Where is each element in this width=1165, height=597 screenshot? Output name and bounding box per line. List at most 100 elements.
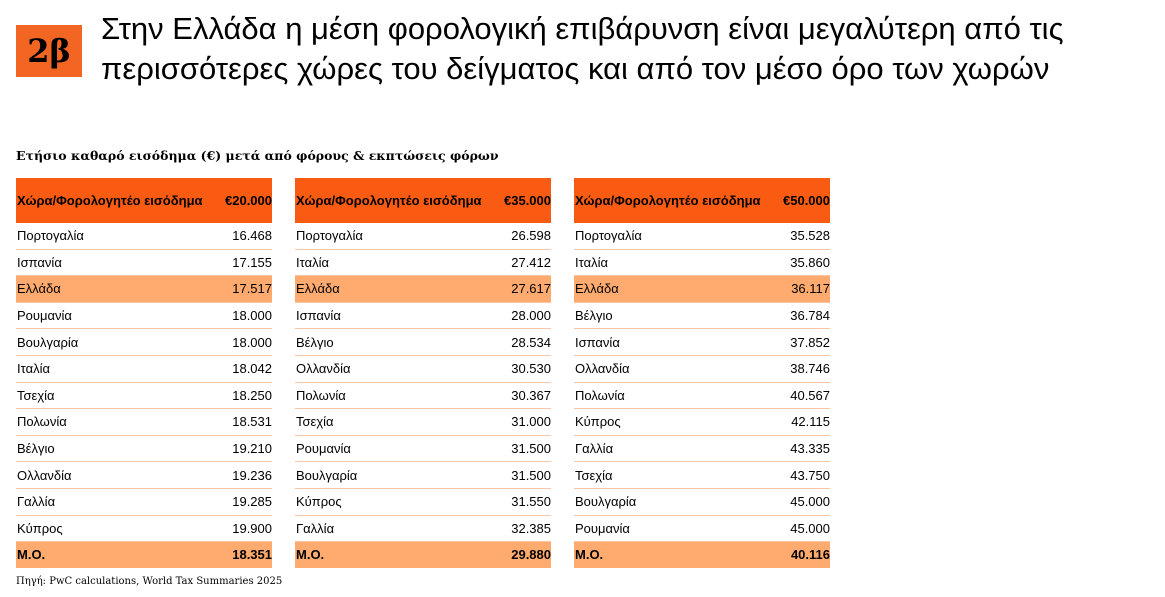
table-row: Βουλγαρία 31.500 — [295, 461, 551, 489]
header-country: Χώρα/Φορολογητέο εισόδημα — [574, 178, 778, 223]
table-row: Ελλάδα 36.117 — [574, 275, 830, 303]
value-cell: 28.000 — [498, 302, 551, 330]
average-label: Μ.Ο. — [574, 541, 778, 568]
table-row: Βέλγιο 36.784 — [574, 302, 830, 330]
header-country: Χώρα/Φορολογητέο εισόδημα — [16, 178, 220, 223]
value-cell: 18.000 — [219, 328, 272, 356]
country-cell: Βέλγιο — [574, 302, 778, 330]
country-cell: Γαλλία — [295, 515, 499, 543]
table-header-row: Χώρα/Φορολογητέο εισόδημα €35.000 — [295, 178, 551, 223]
value-cell: 42.115 — [777, 408, 830, 436]
table-subtitle: Ετήσιο καθαρό εισόδημα (€) μετά από φόρο… — [16, 148, 499, 163]
income-table-35000: Χώρα/Φορολογητέο εισόδημα €35.000 Πορτογ… — [295, 178, 551, 568]
country-cell: Ισπανία — [16, 249, 220, 277]
value-cell: 31.500 — [498, 461, 551, 489]
country-cell: Τσεχία — [574, 461, 778, 489]
average-row: Μ.Ο. 29.880 — [295, 541, 551, 568]
value-cell: 27.617 — [498, 275, 551, 303]
table-row: Πολωνία 40.567 — [574, 382, 830, 410]
section-badge: 2β — [16, 25, 82, 77]
table-row: Ελλάδα 17.517 — [16, 275, 272, 303]
table-header-row: Χώρα/Φορολογητέο εισόδημα €20.000 — [16, 178, 272, 223]
table-row: Βέλγιο 19.210 — [16, 435, 272, 463]
value-cell: 18.531 — [219, 408, 272, 436]
table-row: Ιταλία 18.042 — [16, 355, 272, 383]
value-cell: 18.042 — [219, 355, 272, 383]
country-cell: Ισπανία — [295, 302, 499, 330]
country-cell: Βουλγαρία — [574, 488, 778, 516]
table-row: Πολωνία 18.531 — [16, 408, 272, 436]
table-row: Ελλάδα 27.617 — [295, 275, 551, 303]
country-cell: Κύπρος — [574, 408, 778, 436]
table-row: Ισπανία 17.155 — [16, 249, 272, 277]
value-cell: 43.750 — [777, 461, 830, 489]
average-value: 40.116 — [777, 541, 830, 568]
country-cell: Ολλανδία — [295, 355, 499, 383]
value-cell: 37.852 — [777, 328, 830, 356]
table-row: Βέλγιο 28.534 — [295, 328, 551, 356]
value-cell: 30.530 — [498, 355, 551, 383]
value-cell: 35.860 — [777, 249, 830, 277]
table-row: Πορτογαλία 16.468 — [16, 223, 272, 250]
value-cell: 16.468 — [219, 223, 272, 250]
table-row: Πορτογαλία 26.598 — [295, 223, 551, 250]
country-cell: Ισπανία — [574, 328, 778, 356]
table-row: Ρουμανία 18.000 — [16, 302, 272, 330]
country-cell: Τσεχία — [295, 408, 499, 436]
table-row: Ολλανδία 38.746 — [574, 355, 830, 383]
table-row: Ρουμανία 31.500 — [295, 435, 551, 463]
header-income: €20.000 — [219, 178, 272, 223]
value-cell: 27.412 — [498, 249, 551, 277]
country-cell: Πορτογαλία — [574, 223, 778, 250]
value-cell: 32.385 — [498, 515, 551, 543]
table-row: Ιταλία 35.860 — [574, 249, 830, 277]
country-cell: Κύπρος — [295, 488, 499, 516]
table-row: Ιταλία 27.412 — [295, 249, 551, 277]
country-cell: Ρουμανία — [295, 435, 499, 463]
value-cell: 38.746 — [777, 355, 830, 383]
country-cell: Ιταλία — [295, 249, 499, 277]
value-cell: 31.000 — [498, 408, 551, 436]
average-value: 29.880 — [498, 541, 551, 568]
country-cell: Πολωνία — [295, 382, 499, 410]
table-header-row: Χώρα/Φορολογητέο εισόδημα €50.000 — [574, 178, 830, 223]
country-cell: Γαλλία — [574, 435, 778, 463]
country-cell: Ρουμανία — [16, 302, 220, 330]
income-table-20000: Χώρα/Φορολογητέο εισόδημα €20.000 Πορτογ… — [16, 178, 272, 568]
table-row: Γαλλία 43.335 — [574, 435, 830, 463]
table-row: Κύπρος 19.900 — [16, 515, 272, 543]
value-cell: 17.517 — [219, 275, 272, 303]
country-cell: Κύπρος — [16, 515, 220, 543]
table-row: Τσεχία 31.000 — [295, 408, 551, 436]
table-row: Πορτογαλία 35.528 — [574, 223, 830, 250]
country-cell: Πορτογαλία — [295, 223, 499, 250]
value-cell: 45.000 — [777, 515, 830, 543]
country-cell: Ιταλία — [574, 249, 778, 277]
country-cell: Ελλάδα — [295, 275, 499, 303]
average-value: 18.351 — [219, 541, 272, 568]
value-cell: 43.335 — [777, 435, 830, 463]
value-cell: 18.250 — [219, 382, 272, 410]
country-cell: Βουλγαρία — [295, 461, 499, 489]
value-cell: 19.285 — [219, 488, 272, 516]
value-cell: 19.900 — [219, 515, 272, 543]
value-cell: 18.000 — [219, 302, 272, 330]
value-cell: 19.210 — [219, 435, 272, 463]
country-cell: Ολλανδία — [16, 461, 220, 489]
value-cell: 40.567 — [777, 382, 830, 410]
table-row: Ολλανδία 30.530 — [295, 355, 551, 383]
table-row: Κύπρος 42.115 — [574, 408, 830, 436]
value-cell: 26.598 — [498, 223, 551, 250]
value-cell: 17.155 — [219, 249, 272, 277]
country-cell: Πολωνία — [16, 408, 220, 436]
country-cell: Ελλάδα — [574, 275, 778, 303]
source-note: Πηγή: PwC calculations, World Tax Summar… — [16, 576, 283, 587]
country-cell: Ελλάδα — [16, 275, 220, 303]
table-row: Βουλγαρία 45.000 — [574, 488, 830, 516]
value-cell: 30.367 — [498, 382, 551, 410]
income-table-50000: Χώρα/Φορολογητέο εισόδημα €50.000 Πορτογ… — [574, 178, 830, 568]
country-cell: Πορτογαλία — [16, 223, 220, 250]
value-cell: 28.534 — [498, 328, 551, 356]
country-cell: Βέλγιο — [295, 328, 499, 356]
table-row: Τσεχία 18.250 — [16, 382, 272, 410]
